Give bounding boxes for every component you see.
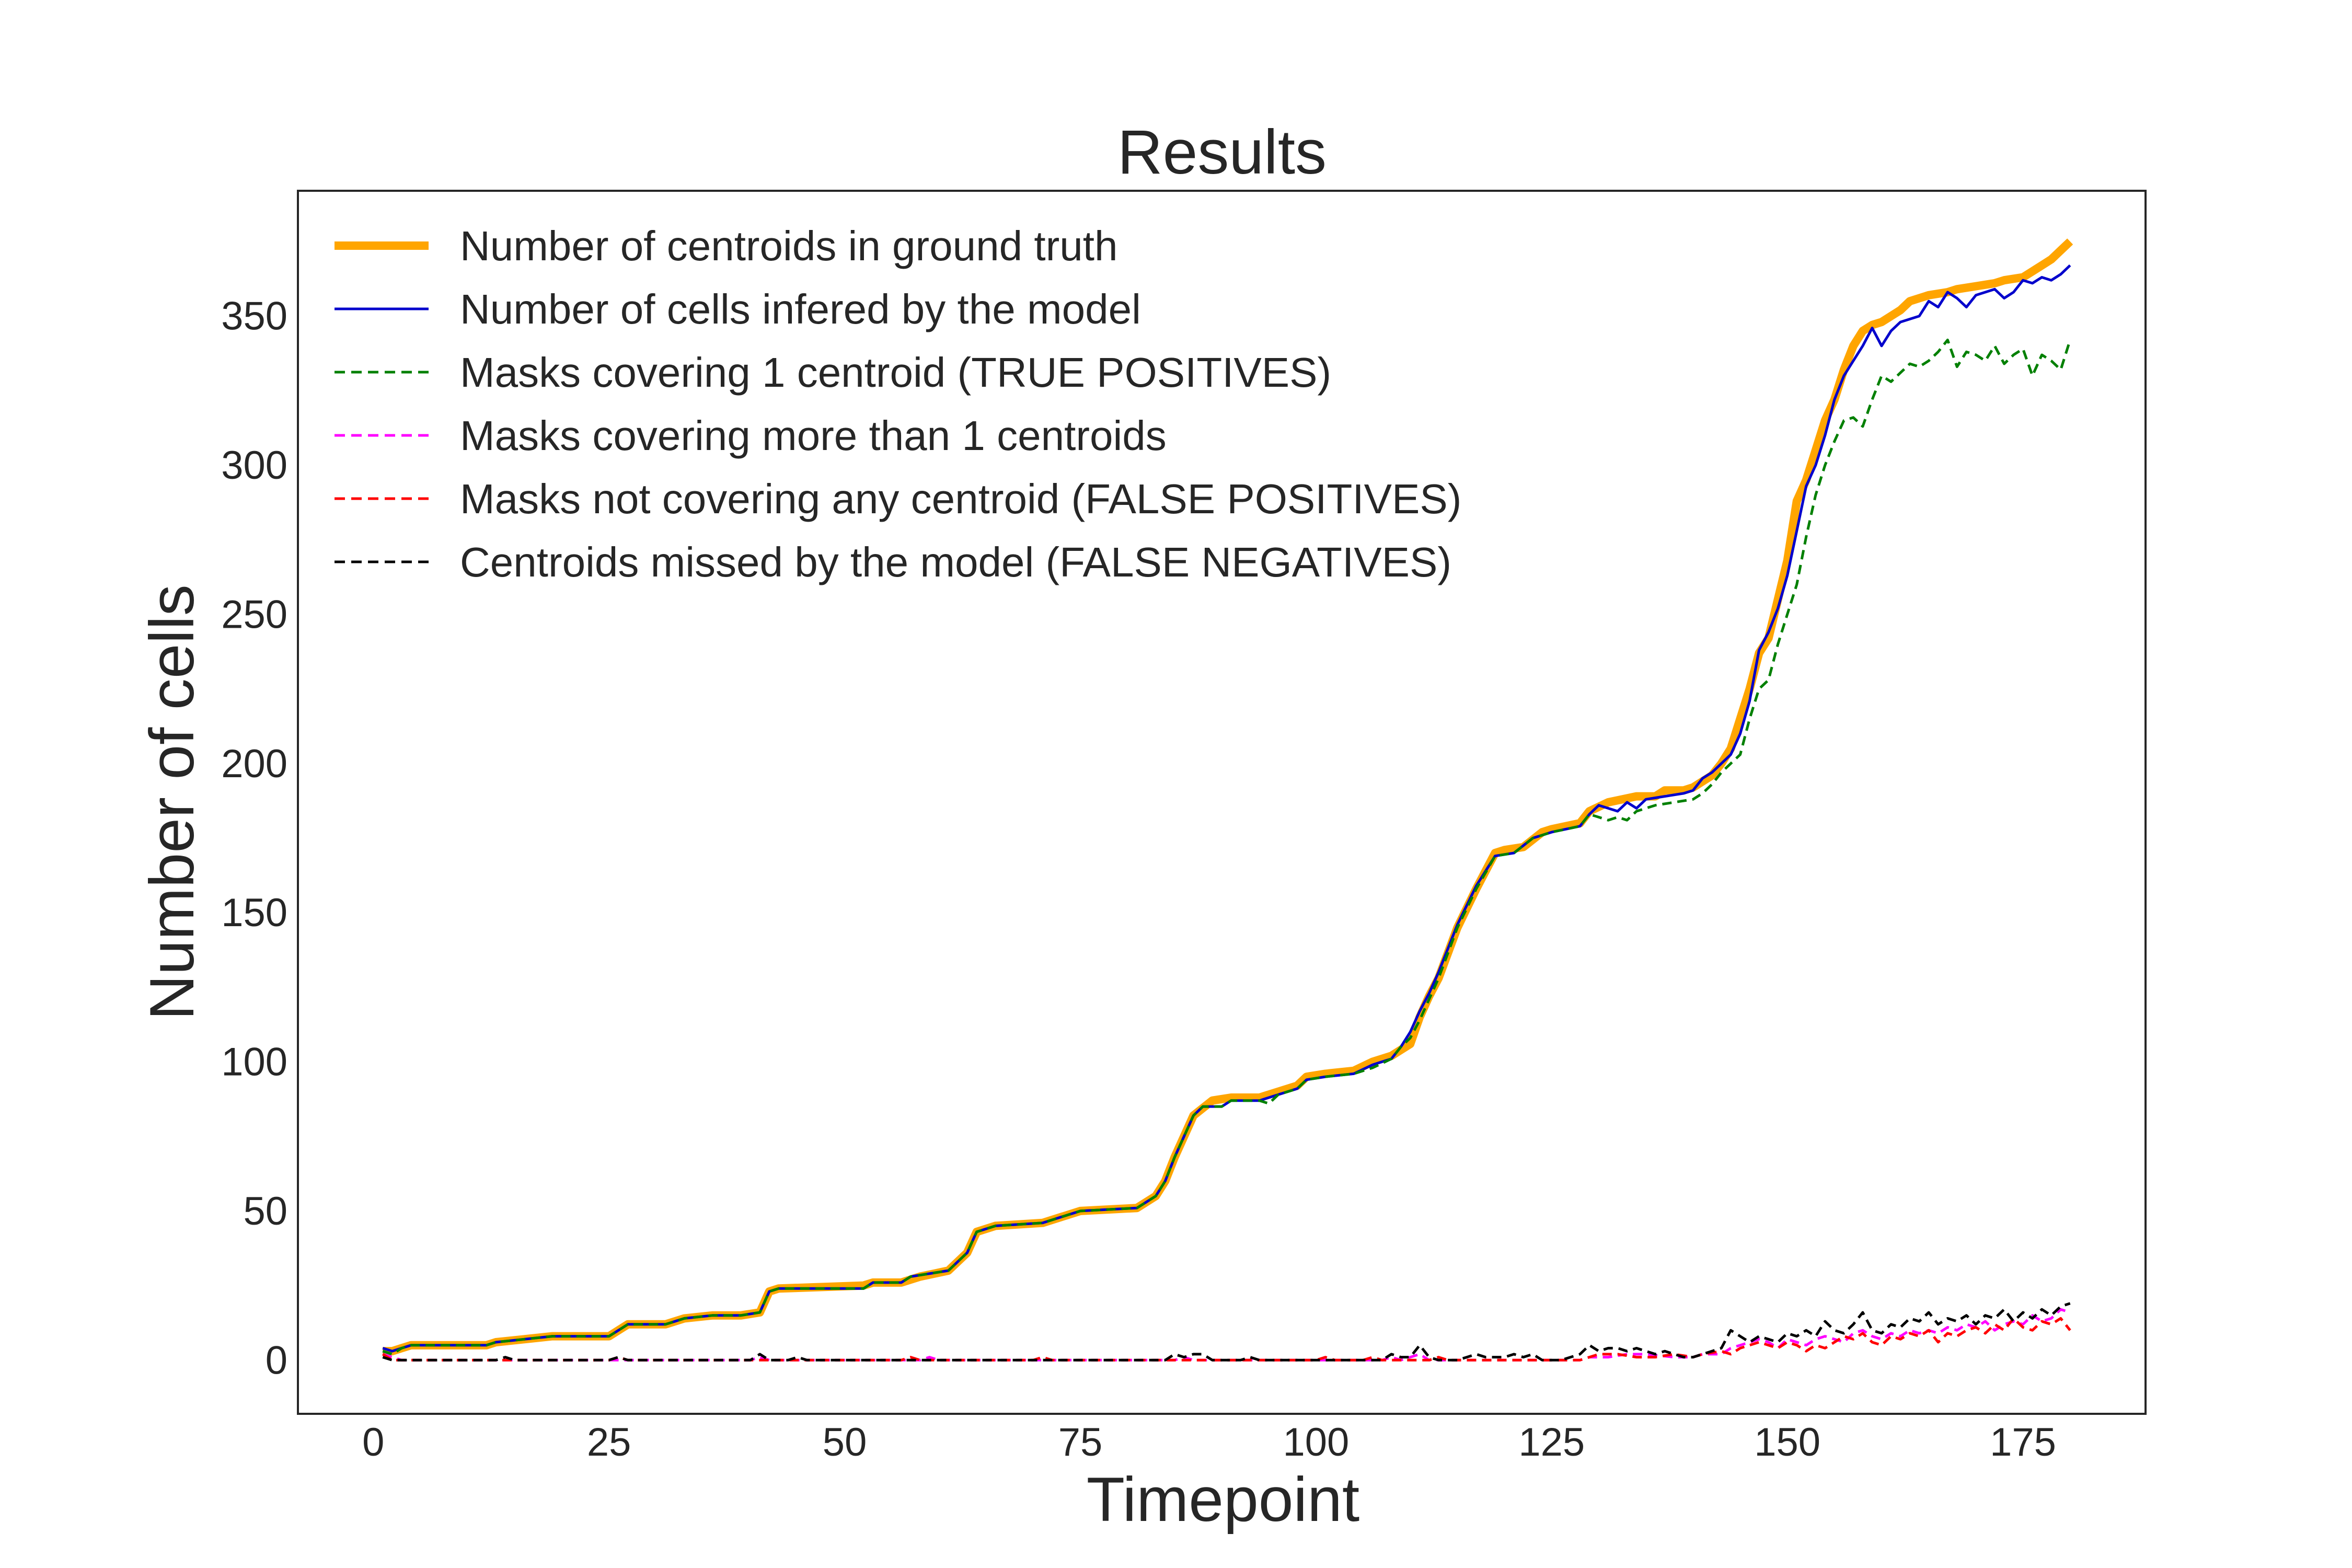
x-tick-label: 75 xyxy=(1058,1420,1103,1465)
y-tick-label: 300 xyxy=(221,443,287,488)
series-line-centroids-missed-by-the-model-false-negatives xyxy=(382,1302,2071,1362)
x-tick-label: 100 xyxy=(1283,1420,1349,1465)
series-line-masks-covering-1-centroid-true-positives xyxy=(382,338,2072,1356)
legend-label-centroids-missed-by-the-model-false-negatives: Centroids missed by the model (FALSE NEG… xyxy=(460,539,1451,585)
x-tick-label: 125 xyxy=(1518,1420,1585,1465)
x-tick-label: 175 xyxy=(1990,1420,2056,1465)
y-tick-label: 0 xyxy=(266,1338,287,1382)
legend-label-masks-covering-more-than-1-centroids: Masks covering more than 1 centroids xyxy=(460,412,1167,459)
y-tick-label: 150 xyxy=(221,891,287,935)
x-axis-label: Timepoint xyxy=(1087,1465,1359,1535)
x-tick-label: 150 xyxy=(1754,1420,1820,1465)
legend-label-masks-not-covering-any-centroid-false-positives: Masks not covering any centroid (FALSE P… xyxy=(460,476,1461,522)
x-tick-label: 50 xyxy=(823,1420,867,1465)
x-tick-label: 25 xyxy=(587,1420,631,1465)
y-tick-label: 50 xyxy=(243,1189,287,1233)
x-tick-label: 0 xyxy=(362,1420,384,1465)
legend-label-number-of-cells-infered-by-the-model: Number of cells infered by the model xyxy=(460,286,1141,332)
series-line-masks-covering-more-than-1-centroids xyxy=(382,1308,2071,1362)
y-tick-label: 200 xyxy=(221,742,287,786)
legend-label-masks-covering-1-centroid-true-positives: Masks covering 1 centroid (TRUE POSITIVE… xyxy=(460,349,1331,396)
y-axis: 0 50 100 150 200 250 300 350 xyxy=(221,294,287,1383)
legend-label-number-of-centroids-in-ground-truth: Number of centroids in ground truth xyxy=(460,223,1117,269)
series-layer xyxy=(382,238,2073,1362)
y-tick-label: 100 xyxy=(221,1040,287,1085)
y-axis-label: Number of cells xyxy=(137,584,207,1020)
legend: Number of centroids in ground truth Numbe… xyxy=(335,223,1461,585)
y-tick-label: 250 xyxy=(221,592,287,637)
chart-title: Results xyxy=(1117,117,1327,187)
x-axis: 0 25 50 75 100 125 150 175 xyxy=(362,1420,2056,1465)
y-tick-label: 350 xyxy=(221,294,287,339)
